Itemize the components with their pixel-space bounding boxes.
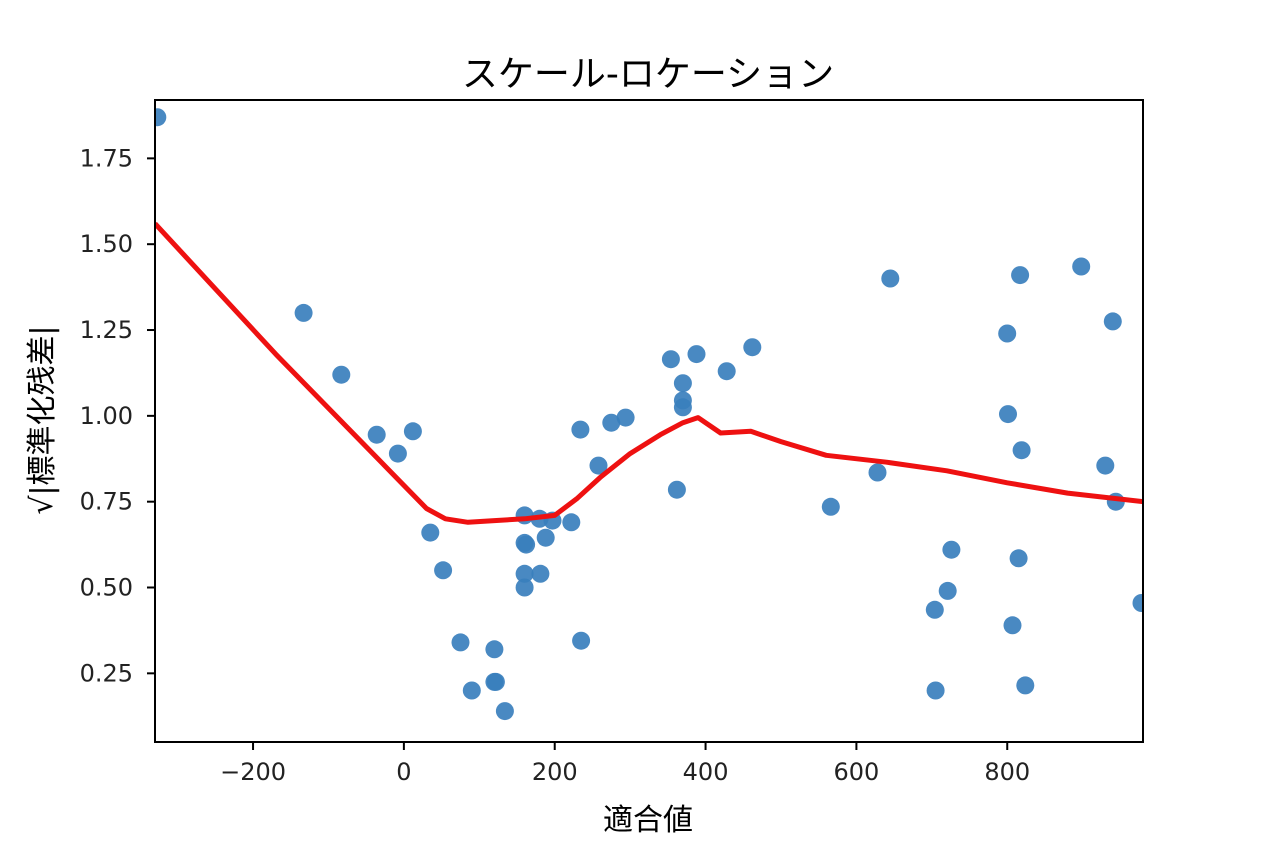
scatter-point [1072,257,1091,276]
scatter-point [1016,676,1035,695]
scatter-point [925,600,944,619]
scatter-point [673,398,692,417]
plot-area [155,108,1143,721]
scatter-point [1012,441,1031,460]
y-tick-label: 0.25 [80,659,133,687]
scatter-point [602,413,621,432]
scatter-point [403,422,422,441]
scatter-point [451,633,470,652]
scatter-point [571,420,590,439]
scatter-point [942,540,961,559]
scatter-point [938,581,957,600]
scatter-point [999,405,1017,424]
x-tick-label: 0 [396,758,411,786]
scatter-point [1132,594,1143,612]
scatter-point [421,523,440,542]
scatter-point [1003,616,1022,635]
x-tick-label: −200 [220,758,286,786]
scatter-point [926,681,945,700]
x-axis-label: 適合値 [603,803,693,838]
scatter-point [536,528,555,547]
scatter-point [1096,456,1115,475]
scatter-point [294,303,313,322]
scatter-point [515,506,534,525]
scatter-point [589,456,608,475]
scatter-point [515,578,534,597]
x-tick-label: 400 [683,758,729,786]
scatter-point [687,345,706,364]
scatter-point [868,463,887,482]
scatter-point [881,269,900,288]
scatter-point [495,702,514,721]
chart-title: スケール-ロケーション [462,54,834,95]
scatter-point [1009,549,1028,568]
scatter-point [743,338,762,357]
scatter-point [332,365,351,384]
y-tick-label: 1.00 [80,402,133,430]
scatter-point [388,444,407,463]
scatter-point [517,535,536,554]
axes: −200 0 200 400 600 800 0.25 0.50 0.75 1.00 1.25 1.5… [80,99,1144,786]
scatter-point [667,480,686,499]
scatter-point [661,350,680,369]
scatter-point [562,513,581,532]
scatter-point [717,362,736,381]
x-tick-label: 800 [984,758,1030,786]
y-tick-label: 0.50 [80,574,133,602]
y-tick-label: 0.75 [80,488,133,516]
scatter-point [821,497,840,516]
y-tick-label: 1.50 [80,230,133,258]
y-tick-label: 1.75 [80,144,133,172]
scatter-point [486,672,505,691]
y-tick-label: 1.25 [80,316,133,344]
scatter-point [367,425,386,444]
scatter-point [462,681,481,700]
x-tick-label: 600 [833,758,879,786]
scatter-point [572,631,591,650]
scatter-point [434,561,453,580]
scatter-point [998,324,1017,343]
scatter-point [515,564,534,583]
scatter-point [616,408,635,427]
scatter-point [531,564,550,583]
lowess-line [155,221,1143,525]
scatter-point [485,640,504,659]
scatter-point [155,108,167,127]
scatter-point [1011,266,1030,285]
y-axis-label: √|標準化残差| [25,325,60,514]
x-tick-label: 200 [532,758,578,786]
scatter-point [1103,312,1122,331]
scatter-point [673,374,692,393]
plot-frame [154,99,1144,743]
